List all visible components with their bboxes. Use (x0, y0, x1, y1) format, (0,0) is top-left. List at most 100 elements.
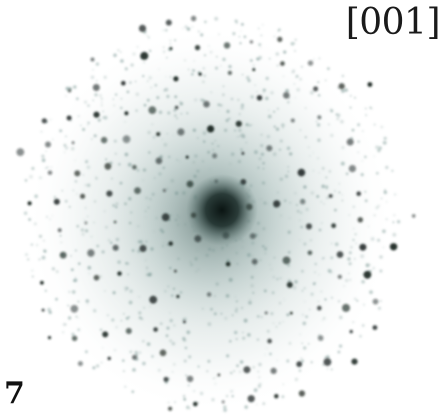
speckle-dot (273, 256, 276, 259)
speckle-dot (240, 133, 245, 138)
diffraction-spot (328, 194, 333, 198)
diffraction-spot (338, 83, 345, 90)
speckle-dot (169, 213, 172, 217)
speckle-dot (260, 133, 263, 136)
speckle-dot (124, 152, 129, 157)
speckle-dot (176, 159, 178, 161)
speckle-dot (112, 204, 116, 207)
speckle-dot (65, 86, 70, 91)
speckle-dot (87, 265, 92, 270)
speckle-dot (241, 73, 244, 76)
speckle-dot (154, 83, 158, 87)
speckle-dot (228, 277, 233, 282)
speckle-dot (312, 170, 315, 172)
speckle-dot (282, 75, 285, 78)
speckle-dot (210, 91, 212, 93)
speckle-dot (307, 343, 310, 345)
speckle-dot (146, 35, 148, 37)
speckle-dot (202, 160, 204, 163)
diffraction-spot (223, 42, 231, 49)
speckle-dot (242, 246, 244, 248)
diffraction-spot (71, 335, 78, 341)
speckle-dot (265, 76, 270, 81)
speckle-dot (176, 214, 179, 217)
diffraction-spot (336, 251, 344, 258)
speckle-dot (101, 250, 105, 254)
speckle-dot (337, 350, 341, 354)
diffraction-spot (132, 164, 137, 170)
speckle-dot (167, 401, 170, 404)
speckle-dot (138, 295, 141, 298)
speckle-dot (248, 300, 252, 305)
speckle-dot (85, 159, 89, 164)
speckle-dot (287, 166, 290, 168)
speckle-dot (299, 211, 303, 215)
speckle-dot (169, 266, 172, 269)
diffraction-spot (359, 243, 367, 251)
speckle-dot (299, 239, 302, 242)
speckle-dot (373, 214, 376, 217)
diffraction-spot (161, 213, 170, 222)
speckle-dot (169, 339, 173, 343)
speckle-dot (132, 368, 136, 372)
speckle-dot (162, 50, 166, 54)
speckle-dot (130, 211, 133, 214)
speckle-dot (82, 127, 86, 132)
speckle-dot (391, 169, 394, 172)
speckle-dot (373, 155, 375, 157)
diffraction-spot (140, 51, 149, 60)
speckle-dot (145, 216, 147, 219)
speckle-dot (340, 119, 344, 124)
speckle-dot (307, 146, 310, 149)
diffraction-spot (92, 84, 100, 91)
diffraction-spot (282, 256, 291, 265)
central-beam (186, 174, 258, 246)
speckle-dot (260, 315, 263, 319)
speckle-dot (252, 255, 254, 258)
speckle-dot (102, 110, 104, 113)
speckle-dot (195, 270, 198, 273)
speckle-dot (275, 52, 280, 56)
diffraction-spot (45, 141, 51, 148)
speckle-dot (369, 263, 372, 266)
speckle-dot (294, 280, 298, 284)
speckle-dot (240, 106, 245, 110)
speckle-dot (172, 362, 176, 366)
speckle-dot (353, 228, 355, 230)
speckle-dot (263, 289, 267, 293)
speckle-dot (328, 170, 332, 173)
speckle-dot (262, 227, 266, 231)
speckle-dot (113, 348, 117, 352)
diffraction-spot (90, 57, 95, 62)
speckle-dot (92, 366, 96, 370)
speckle-dot (70, 255, 72, 257)
speckle-dot (303, 346, 307, 350)
speckle-dot (41, 158, 46, 163)
speckle-dot (30, 243, 34, 246)
speckle-dot (201, 80, 205, 84)
speckle-dot (260, 198, 262, 201)
diffraction-spot (296, 361, 303, 368)
speckle-dot (294, 49, 296, 52)
speckle-dot (151, 123, 154, 126)
speckle-dot (237, 98, 240, 102)
speckle-dot (348, 272, 350, 274)
speckle-dot (173, 114, 177, 118)
speckle-dot (264, 252, 267, 255)
speckle-dot (150, 247, 154, 251)
diffraction-spot (252, 68, 256, 72)
speckle-dot (294, 38, 297, 41)
diffraction-spot (87, 249, 95, 257)
speckle-dot (321, 184, 326, 189)
diffraction-spot (243, 366, 251, 374)
diffraction-spot (389, 243, 398, 251)
speckle-dot (228, 117, 231, 120)
speckle-dot (52, 138, 54, 141)
speckle-dot (353, 297, 357, 301)
speckle-dot (270, 268, 273, 271)
speckle-dot (95, 176, 98, 180)
speckle-dot (370, 237, 375, 241)
speckle-dot (149, 305, 151, 307)
speckle-dot (262, 88, 266, 92)
speckle-dot (275, 127, 280, 131)
